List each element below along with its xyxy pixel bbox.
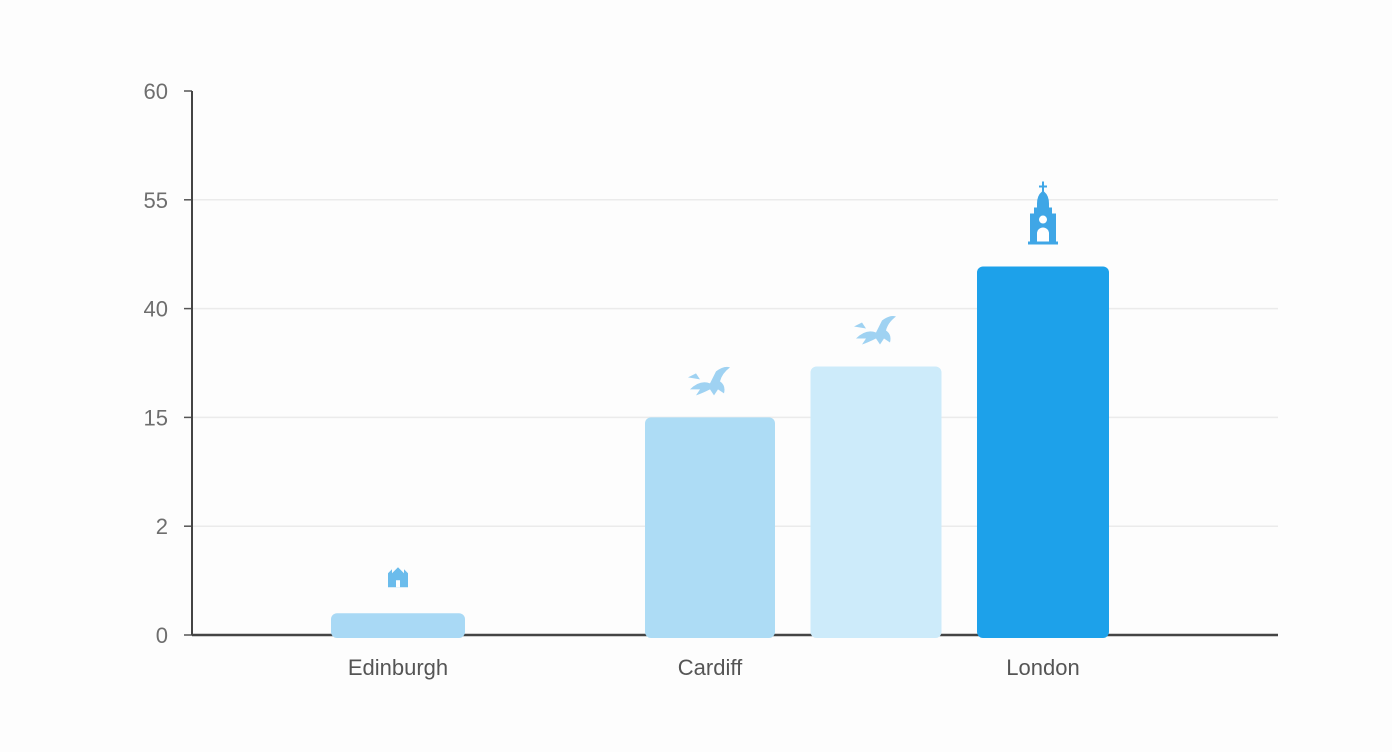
x-tick-label: London: [1006, 655, 1079, 680]
bar-edinburgh: [331, 613, 465, 638]
castle-icon: [388, 567, 408, 588]
clock-tower-icon: [1028, 181, 1058, 245]
y-tick-label: 55: [144, 188, 168, 213]
x-tick-label: Edinburgh: [348, 655, 448, 680]
y-tick-label: 15: [144, 405, 168, 430]
y-tick-label: 60: [144, 79, 168, 104]
x-tick-label: Cardiff: [678, 655, 743, 680]
dragon-icon: [688, 366, 730, 396]
y-tick-label: 0: [156, 623, 168, 648]
bar-london: [977, 266, 1109, 638]
y-tick-label: 40: [144, 297, 168, 322]
bar-cardiff: [645, 417, 775, 638]
y-tick-label: 2: [156, 514, 168, 539]
bar-unlabeled: [810, 366, 942, 638]
dragon-icon: [854, 315, 896, 345]
